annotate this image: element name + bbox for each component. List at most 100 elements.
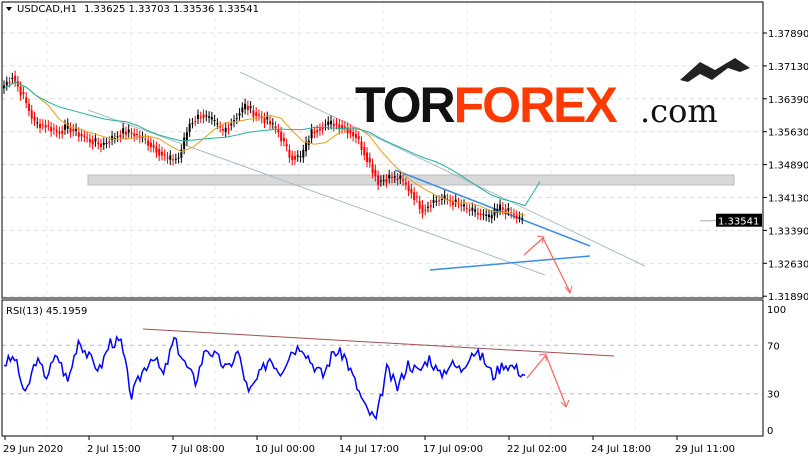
candle-body xyxy=(388,174,391,179)
candle-body xyxy=(246,105,249,111)
candle-body xyxy=(66,123,69,129)
candle-body xyxy=(474,209,477,212)
candle-body xyxy=(224,128,227,132)
candle-body xyxy=(485,214,488,216)
ma-slow-line xyxy=(3,81,541,207)
candle-body xyxy=(429,205,432,208)
candle-body xyxy=(451,200,454,206)
candle-body xyxy=(191,123,194,125)
candle-body xyxy=(471,207,474,211)
candle-body xyxy=(75,128,78,131)
rsi-line xyxy=(3,334,526,421)
candle-body xyxy=(119,135,122,138)
candle-body xyxy=(490,215,493,219)
candle-body xyxy=(424,209,427,211)
candle-body xyxy=(399,175,402,179)
candle-body xyxy=(318,128,321,131)
candle-body xyxy=(25,97,28,104)
candle-body xyxy=(343,126,346,128)
candle-body xyxy=(233,120,236,123)
candle-body xyxy=(313,131,316,134)
candle-body xyxy=(72,129,75,132)
candle-body xyxy=(324,124,327,126)
candle-body xyxy=(194,121,197,123)
candle-body xyxy=(504,208,507,215)
candle-body xyxy=(213,120,216,122)
candle-body xyxy=(19,86,22,96)
candle-body xyxy=(160,151,163,156)
candle-body xyxy=(174,158,177,160)
candle-body xyxy=(335,123,338,125)
candle-body xyxy=(99,143,102,148)
x-tick-label: 17 Jul 09:00 xyxy=(423,444,483,455)
candle-body xyxy=(305,141,308,152)
candle-body xyxy=(63,124,66,130)
x-tick-label: 7 Jul 08:00 xyxy=(171,444,225,455)
x-tick-label: 10 Jul 00:00 xyxy=(255,444,315,455)
bull-bear-icon xyxy=(680,58,750,82)
y-tick-label: 1.37890 xyxy=(768,29,808,40)
candle-body xyxy=(22,91,25,95)
candle-body xyxy=(8,82,11,84)
candle-body xyxy=(299,156,302,158)
rsi-tick-label: 100 xyxy=(767,305,786,316)
candle-body xyxy=(382,180,385,182)
rsi-tick-label: 0 xyxy=(767,426,773,437)
candle-body xyxy=(180,149,183,158)
candle-body xyxy=(88,138,91,143)
triangle-upper-line xyxy=(394,169,591,247)
candle-body xyxy=(249,106,252,109)
candle-body xyxy=(410,189,413,194)
candle-body xyxy=(512,213,515,215)
candle-body xyxy=(266,116,269,120)
rsi-label: RSI(13) 45.1959 xyxy=(6,306,87,317)
candle-body xyxy=(3,85,5,89)
candle-body xyxy=(338,124,341,130)
y-tick-label: 1.35630 xyxy=(768,128,808,139)
candle-body xyxy=(271,123,274,125)
candle-body xyxy=(55,130,58,132)
candle-body xyxy=(363,146,366,156)
logo-text-suffix: .com xyxy=(640,92,718,130)
candle-body xyxy=(235,118,238,120)
candle-body xyxy=(149,142,152,148)
candle-body xyxy=(30,110,33,119)
candle-body xyxy=(465,207,468,209)
y-tick-label: 1.33390 xyxy=(768,226,808,237)
candle-body xyxy=(476,212,479,215)
candle-body xyxy=(385,179,388,183)
candle-body xyxy=(97,142,100,145)
candle-body xyxy=(354,133,357,138)
candle-body xyxy=(285,143,288,147)
candle-body xyxy=(263,117,266,123)
logo-text-main: TORFOREX xyxy=(355,77,618,133)
candle-body xyxy=(349,129,352,134)
candle-body xyxy=(368,157,371,163)
y-tick-label: 1.34130 xyxy=(768,194,808,205)
current-price-label: 1.33541 xyxy=(718,217,759,228)
candle-body xyxy=(463,204,466,207)
candle-body xyxy=(291,155,294,161)
candle-body xyxy=(147,140,150,146)
candle-body xyxy=(122,128,125,134)
candle-body xyxy=(352,131,355,137)
candle-body xyxy=(230,123,233,126)
candle-body xyxy=(219,126,222,128)
arrowhead-icon xyxy=(538,353,570,408)
ohlc-values: 1.33625 1.33703 1.33536 1.33541 xyxy=(84,4,259,15)
candle-body xyxy=(91,140,94,145)
candle-body xyxy=(296,155,299,157)
candle-body xyxy=(113,137,116,139)
triangle-lower-line xyxy=(429,255,591,271)
dropdown-triangle-icon[interactable] xyxy=(6,7,12,11)
x-tick-label: 2 Jul 15:00 xyxy=(87,444,141,455)
candle-body xyxy=(127,129,130,133)
candle-body xyxy=(515,215,518,219)
y-tick-label: 1.36390 xyxy=(768,95,808,106)
rsi-trend-line xyxy=(142,328,615,357)
candle-body xyxy=(177,157,180,159)
candle-body xyxy=(102,142,105,145)
candle-body xyxy=(155,146,158,153)
